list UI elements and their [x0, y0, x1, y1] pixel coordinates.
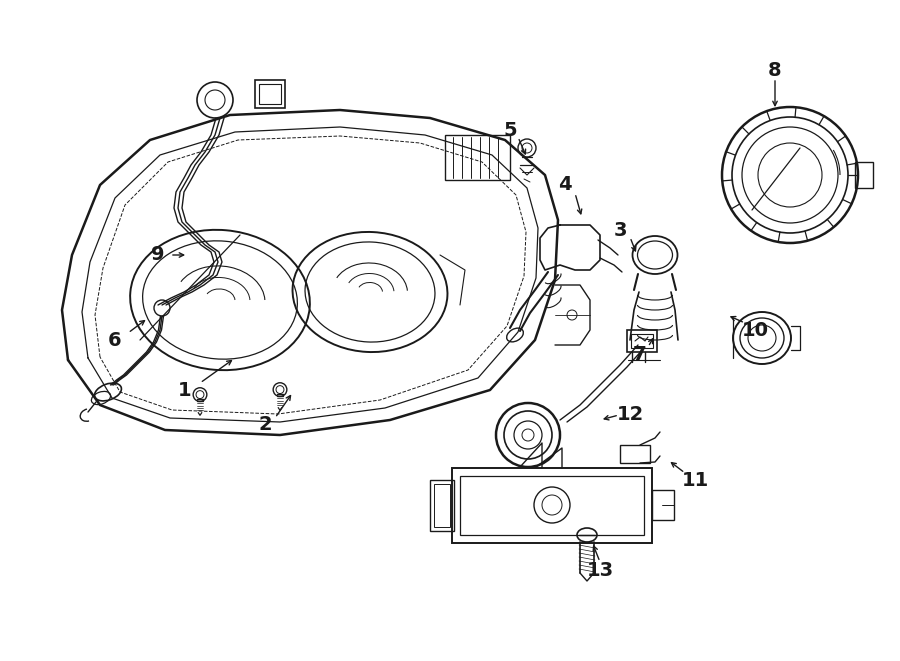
Text: 10: 10 [742, 321, 769, 340]
Text: 11: 11 [681, 471, 708, 490]
Text: 6: 6 [108, 330, 122, 350]
Text: 9: 9 [151, 245, 165, 264]
Bar [430, 480, 454, 531]
Bar [620, 445, 650, 463]
Text: 7: 7 [634, 346, 647, 364]
Bar [259, 84, 281, 104]
Text: 5: 5 [503, 120, 517, 139]
Text: 12: 12 [616, 405, 643, 424]
Text: 13: 13 [587, 561, 614, 580]
Text: 8: 8 [769, 61, 782, 79]
Text: 3: 3 [613, 221, 626, 239]
Text: 1: 1 [178, 381, 192, 399]
Bar [445, 135, 510, 180]
Bar [434, 484, 450, 527]
Bar [452, 468, 652, 543]
Bar [855, 162, 873, 188]
Bar [631, 334, 653, 348]
Bar [652, 490, 674, 520]
Bar [255, 80, 285, 108]
Bar [460, 476, 644, 535]
Text: 4: 4 [558, 176, 572, 194]
Bar [627, 330, 657, 352]
Text: 2: 2 [258, 416, 272, 434]
